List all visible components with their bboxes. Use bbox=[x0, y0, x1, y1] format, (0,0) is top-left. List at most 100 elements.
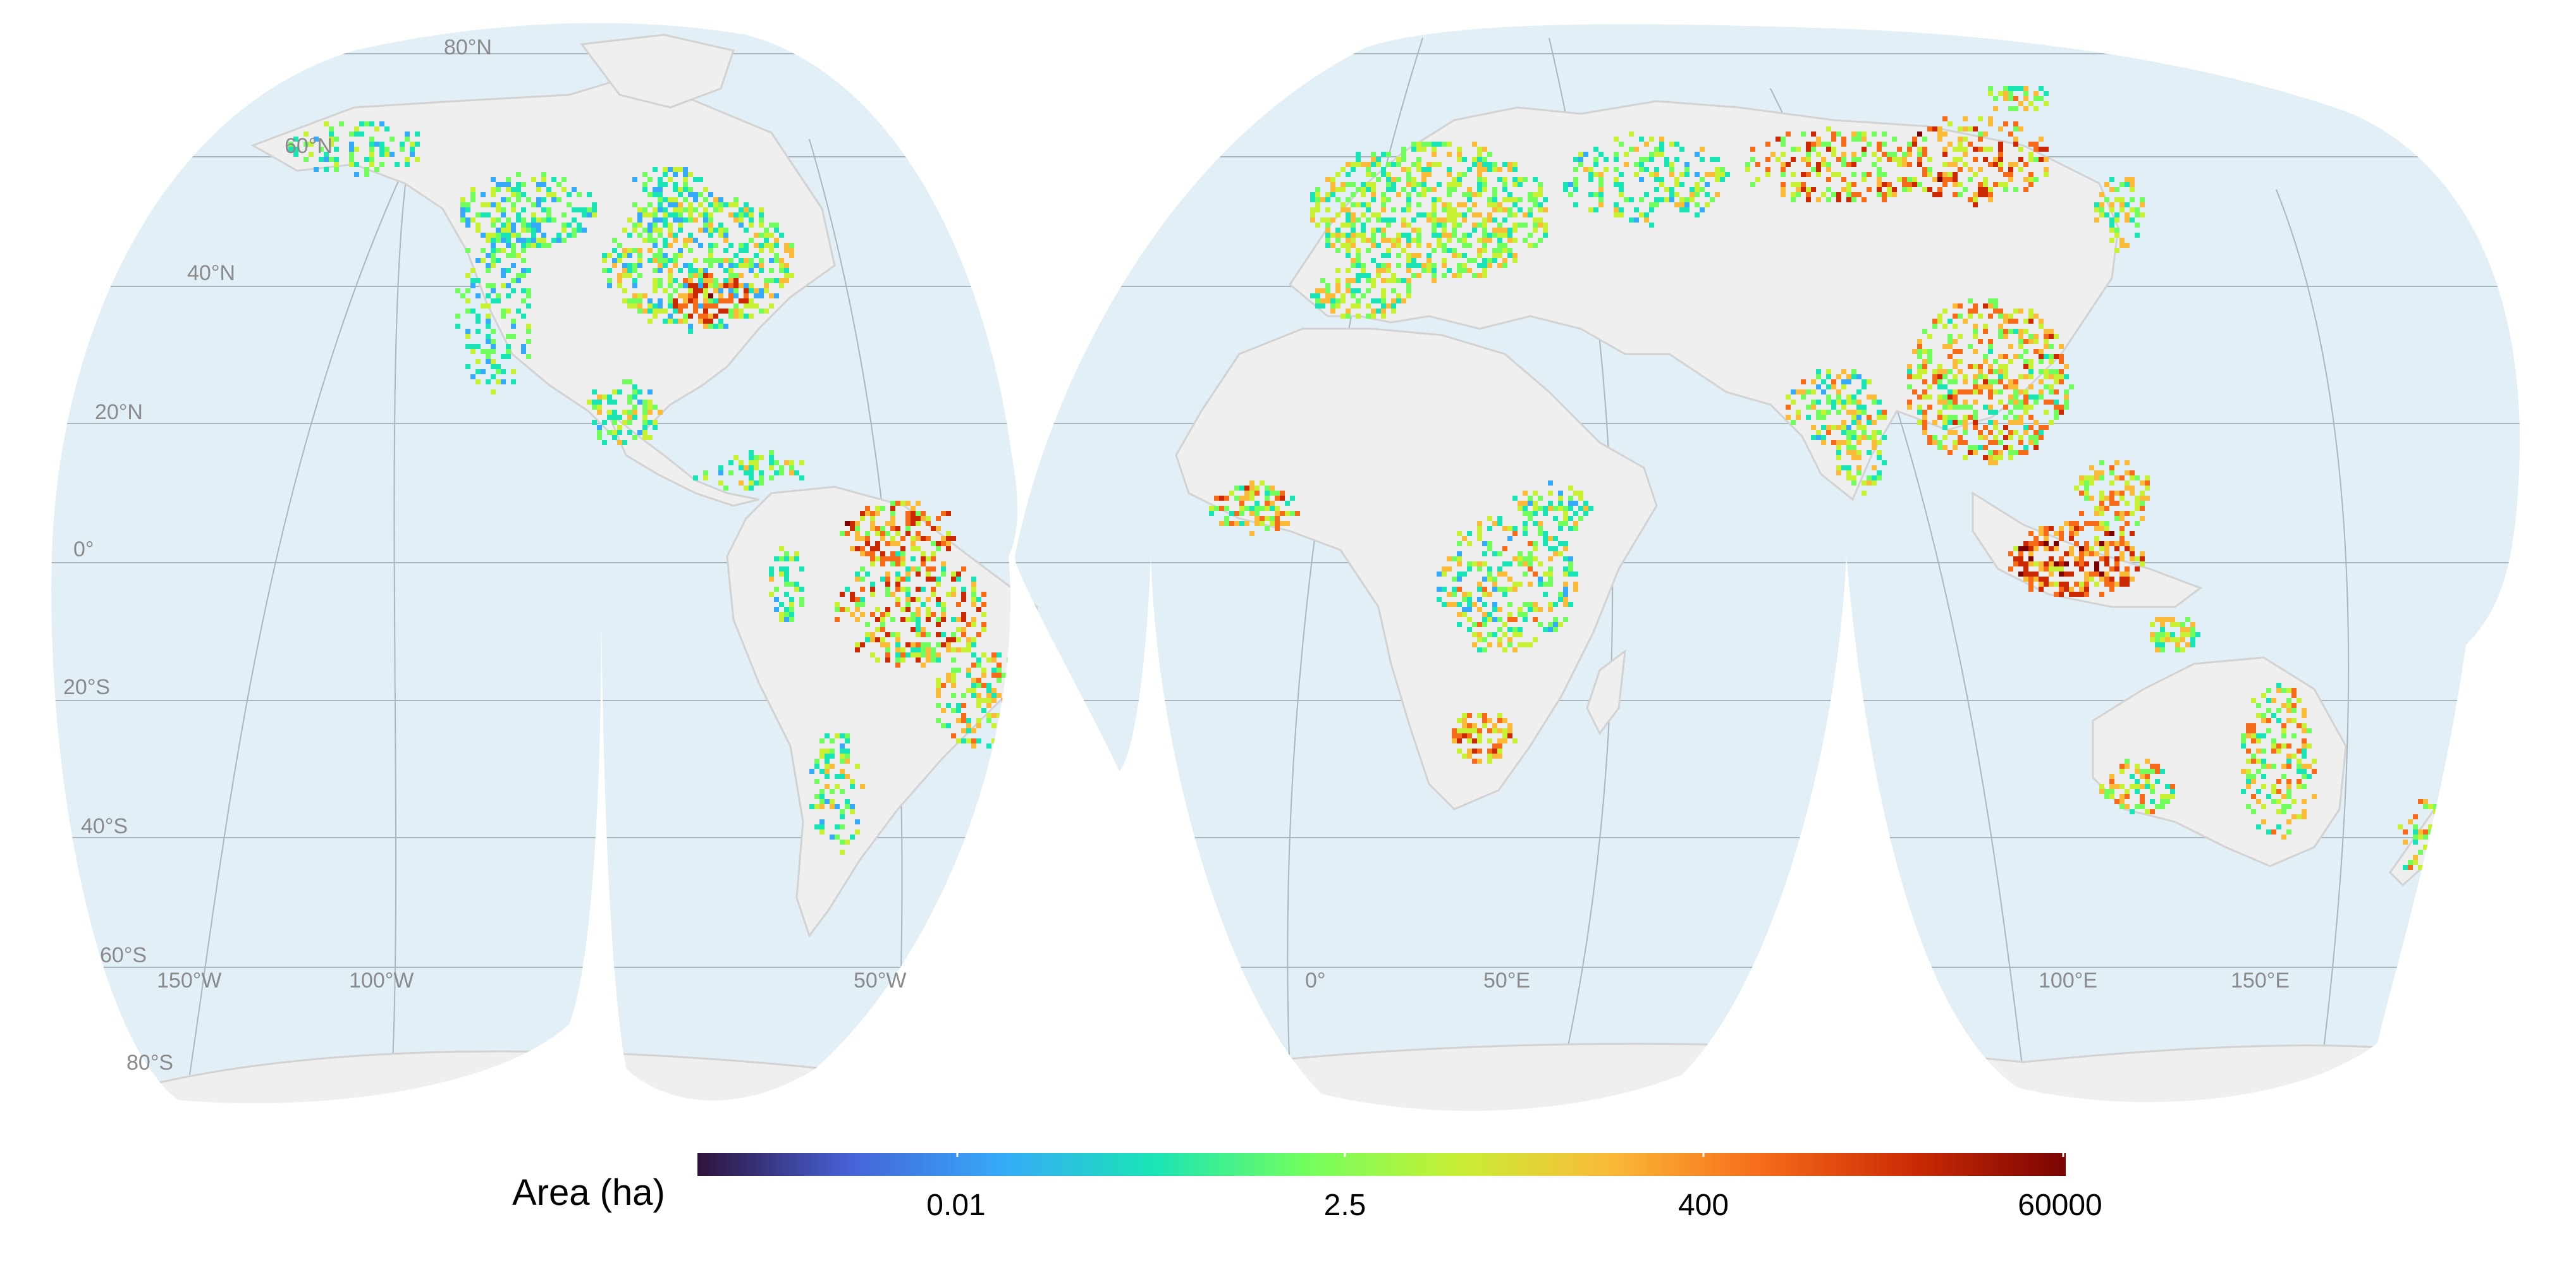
raster-cell bbox=[1973, 374, 1978, 379]
raster-cell bbox=[976, 698, 981, 703]
raster-cell bbox=[481, 303, 486, 309]
raster-cell bbox=[2028, 339, 2033, 344]
raster-cell bbox=[506, 354, 511, 359]
raster-cell bbox=[1270, 486, 1275, 491]
raster-cell bbox=[1917, 410, 1922, 415]
raster-cell bbox=[1376, 243, 1381, 248]
raster-cell bbox=[1973, 172, 1978, 177]
raster-cell bbox=[1371, 258, 1376, 263]
raster-cell bbox=[1953, 192, 1958, 197]
raster-cell bbox=[1310, 217, 1315, 223]
raster-cell bbox=[2013, 561, 2018, 566]
raster-cell bbox=[1239, 506, 1244, 511]
raster-cell bbox=[981, 627, 986, 632]
raster-cell bbox=[1270, 491, 1275, 496]
raster-cell bbox=[1366, 278, 1371, 283]
raster-cell bbox=[1315, 207, 1320, 212]
raster-cell bbox=[329, 157, 334, 162]
raster-cell bbox=[496, 228, 501, 233]
raster-cell bbox=[835, 602, 840, 607]
raster-cell bbox=[1528, 607, 1533, 612]
raster-cell bbox=[708, 303, 713, 309]
raster-cell bbox=[850, 612, 855, 617]
raster-cell bbox=[1932, 324, 1937, 329]
raster-cell bbox=[708, 212, 713, 217]
raster-cell bbox=[1958, 349, 1963, 354]
raster-cell bbox=[1649, 172, 1654, 177]
raster-cell bbox=[1619, 192, 1624, 197]
raster-cell bbox=[911, 617, 916, 622]
raster-cell bbox=[1988, 394, 1993, 400]
raster-cell bbox=[1467, 728, 1472, 733]
raster-cell bbox=[1816, 137, 1821, 142]
raster-cell bbox=[1937, 131, 1942, 137]
raster-cell bbox=[1487, 238, 1492, 243]
raster-cell bbox=[880, 637, 885, 642]
raster-cell bbox=[1346, 248, 1351, 253]
raster-cell bbox=[2059, 587, 2064, 592]
raster-cell bbox=[916, 566, 921, 572]
raster-cell bbox=[2079, 587, 2084, 592]
raster-cell bbox=[1932, 440, 1937, 445]
raster-cell bbox=[511, 324, 516, 329]
raster-cell bbox=[1239, 496, 1244, 501]
raster-cell bbox=[1877, 475, 1882, 480]
raster-cell bbox=[1983, 379, 1988, 384]
raster-cell bbox=[2069, 546, 2074, 551]
raster-cell bbox=[1391, 273, 1396, 278]
raster-cell bbox=[1826, 425, 1831, 430]
raster-cell bbox=[1963, 147, 1968, 152]
raster-cell bbox=[830, 804, 835, 809]
raster-cell bbox=[1472, 273, 1477, 278]
raster-cell bbox=[1538, 561, 1543, 566]
raster-cell bbox=[708, 314, 713, 319]
raster-cell bbox=[1958, 435, 1963, 440]
raster-cell bbox=[895, 602, 900, 607]
raster-cell bbox=[1912, 142, 1917, 147]
raster-cell bbox=[491, 243, 496, 248]
raster-cell bbox=[1330, 233, 1335, 238]
raster-cell bbox=[496, 202, 501, 207]
raster-cell bbox=[1922, 187, 1927, 192]
raster-cell bbox=[1947, 172, 1953, 177]
raster-cell bbox=[1437, 233, 1442, 238]
raster-cell bbox=[1796, 147, 1801, 152]
raster-cell bbox=[1482, 228, 1487, 233]
raster-cell bbox=[1452, 733, 1457, 738]
raster-cell bbox=[1528, 561, 1533, 566]
raster-cell bbox=[845, 587, 850, 592]
raster-cell bbox=[1846, 435, 1851, 440]
raster-cell bbox=[703, 324, 708, 329]
raster-cell bbox=[1351, 258, 1356, 263]
raster-cell bbox=[1432, 268, 1437, 273]
raster-cell bbox=[1421, 187, 1426, 192]
raster-cell bbox=[526, 324, 531, 329]
raster-cell bbox=[1254, 491, 1260, 496]
raster-cell bbox=[1239, 486, 1244, 491]
raster-cell bbox=[1856, 374, 1861, 379]
raster-cell bbox=[1664, 162, 1669, 167]
raster-cell bbox=[415, 131, 420, 137]
raster-cell bbox=[2028, 319, 2033, 324]
raster-cell bbox=[602, 253, 607, 258]
raster-cell bbox=[1381, 233, 1386, 238]
raster-cell bbox=[860, 612, 865, 617]
raster-cell bbox=[1958, 303, 1963, 309]
raster-cell bbox=[1497, 754, 1502, 759]
raster-cell bbox=[1275, 516, 1280, 521]
raster-cell bbox=[1750, 182, 1755, 187]
raster-cell bbox=[1209, 511, 1214, 516]
raster-cell bbox=[1548, 566, 1553, 572]
raster-cell bbox=[1340, 243, 1346, 248]
raster-cell bbox=[653, 309, 658, 314]
raster-cell bbox=[1371, 152, 1376, 157]
raster-cell bbox=[1786, 415, 1791, 420]
raster-cell bbox=[2054, 334, 2059, 339]
raster-cell bbox=[1432, 278, 1437, 283]
raster-cell bbox=[1487, 526, 1492, 531]
raster-cell bbox=[911, 511, 916, 516]
raster-cell bbox=[956, 668, 961, 673]
raster-cell bbox=[673, 303, 678, 309]
raster-cell bbox=[1851, 435, 1856, 440]
raster-cell bbox=[1922, 329, 1927, 334]
